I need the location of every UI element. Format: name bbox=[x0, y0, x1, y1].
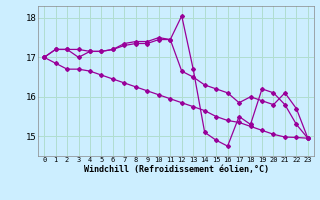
X-axis label: Windchill (Refroidissement éolien,°C): Windchill (Refroidissement éolien,°C) bbox=[84, 165, 268, 174]
